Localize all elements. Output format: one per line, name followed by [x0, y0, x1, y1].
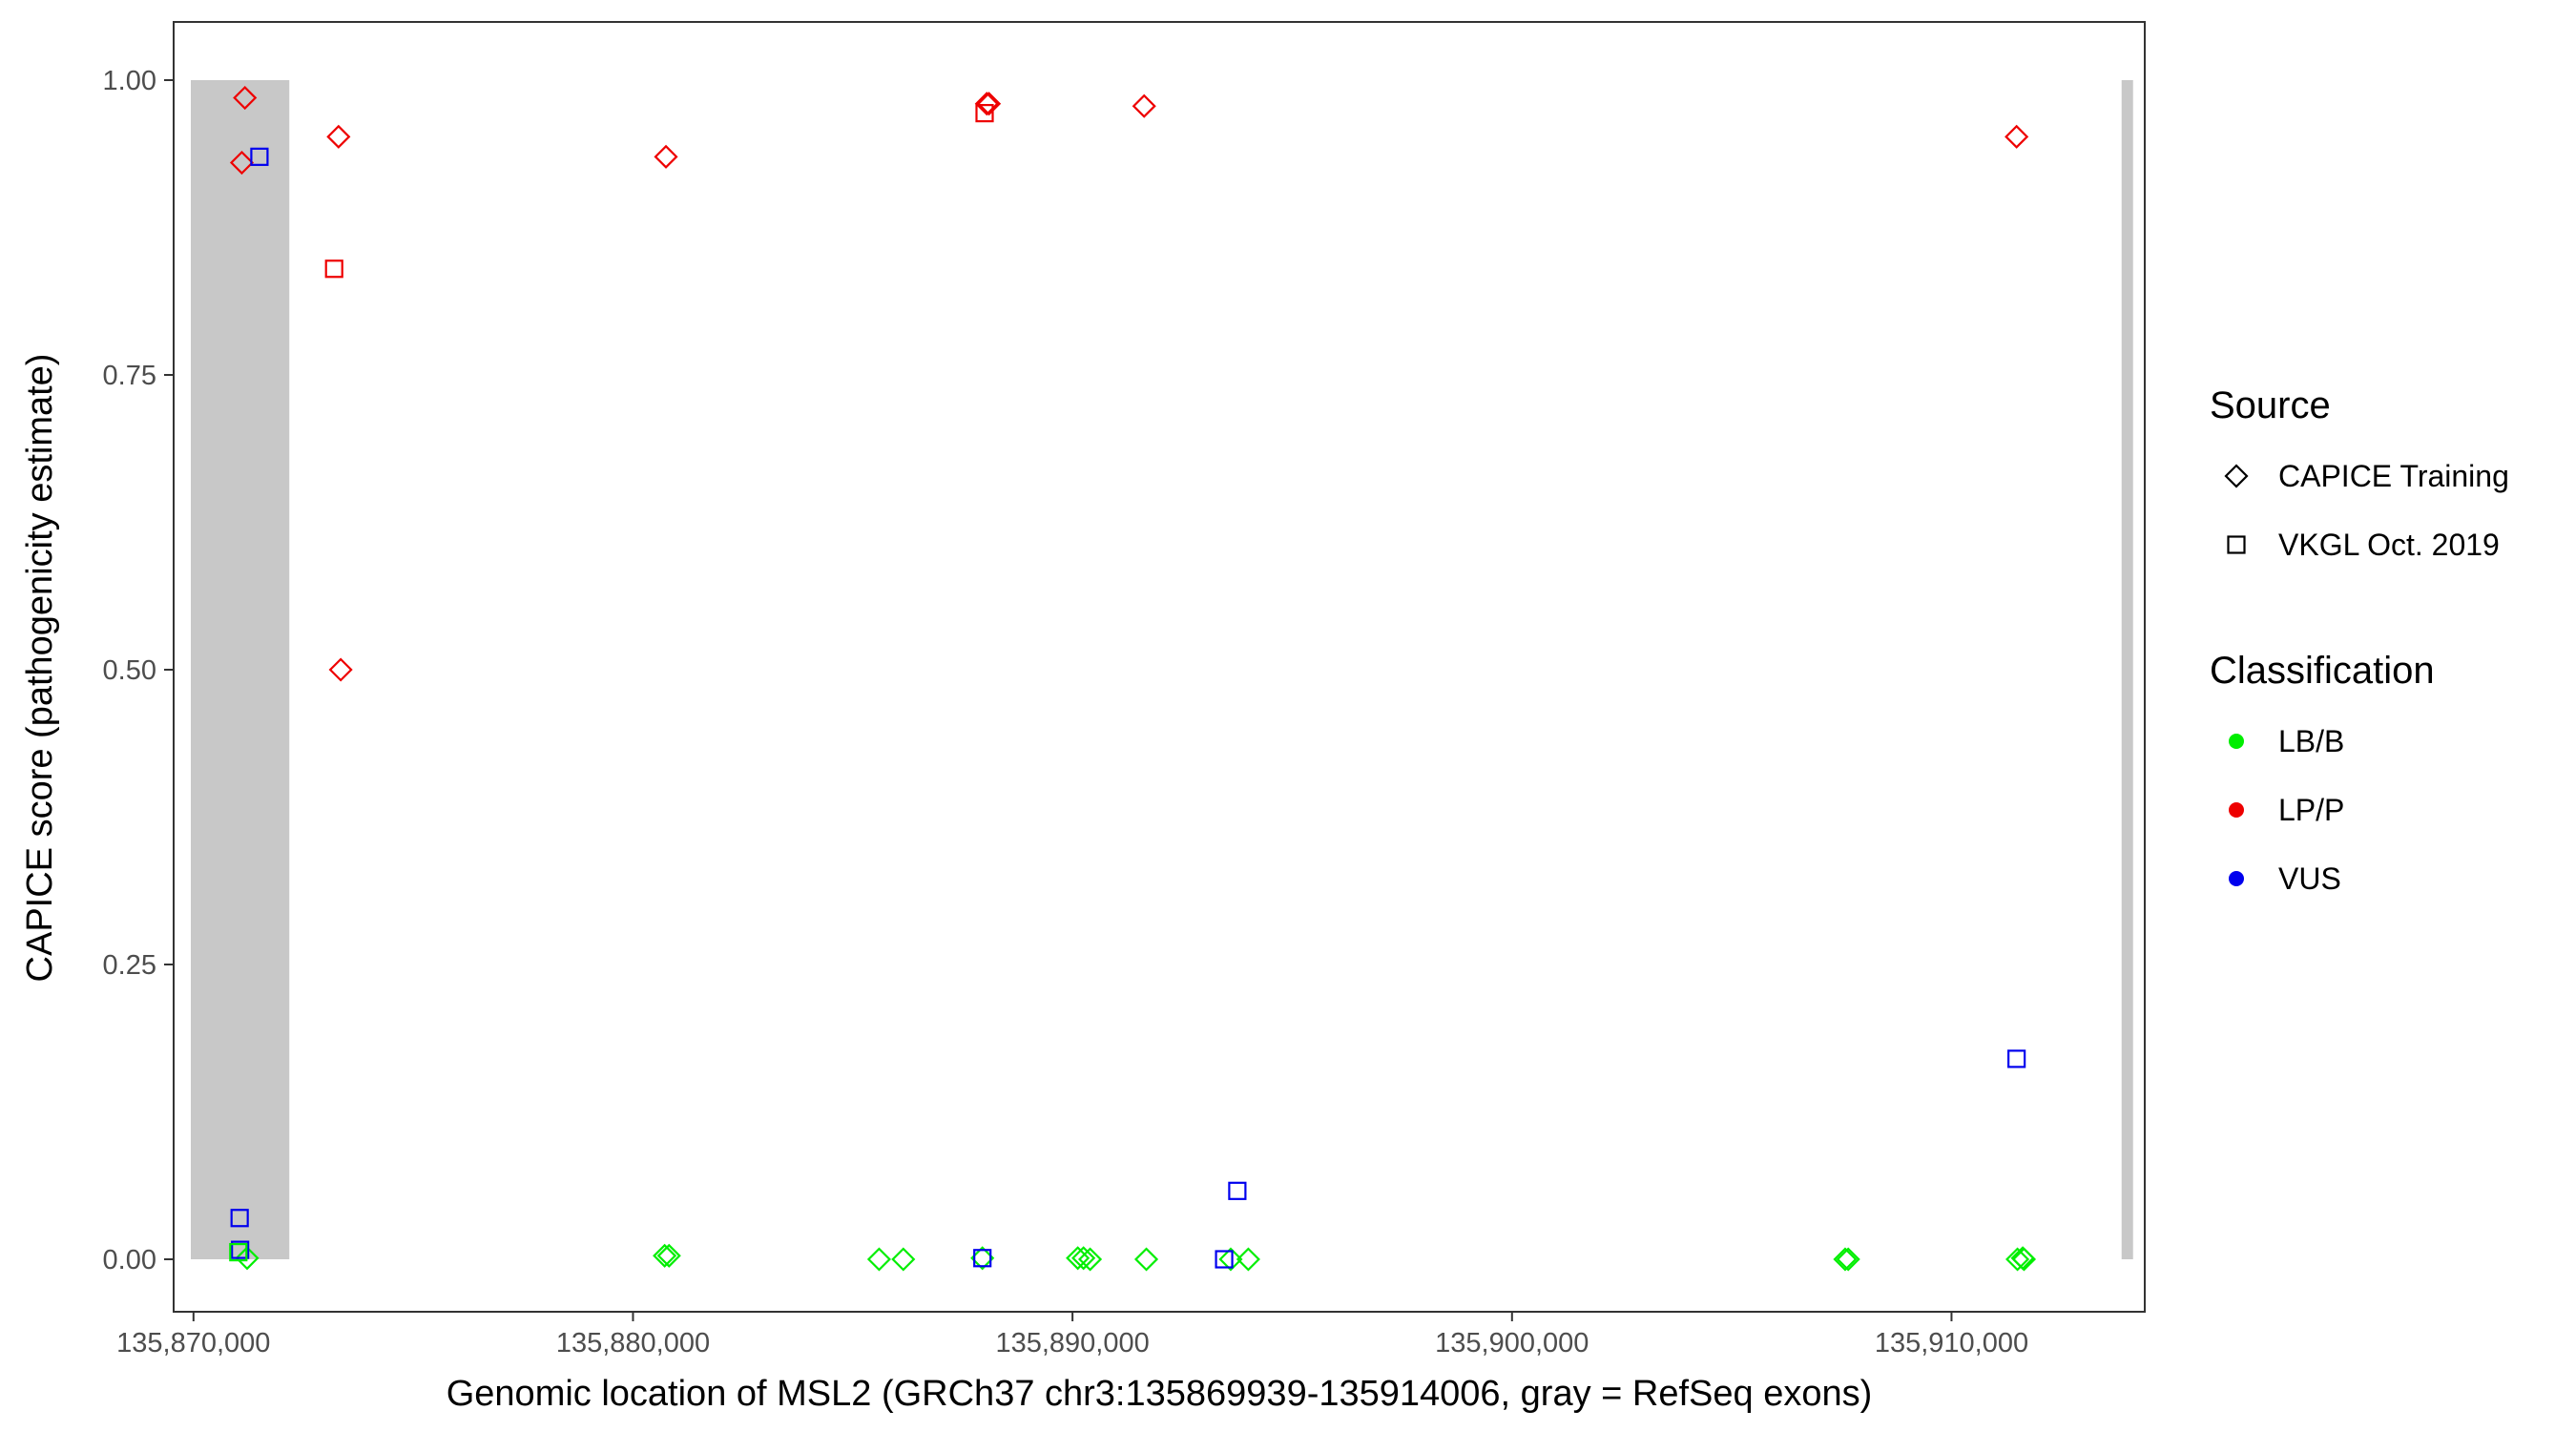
data-point	[653, 1243, 677, 1268]
data-point	[866, 1247, 891, 1272]
legend-key-dot	[2229, 734, 2244, 749]
data-point	[1071, 1246, 1096, 1271]
exon-bands	[191, 80, 2133, 1259]
y-axis: 0.00 0.25 0.50 0.75 1.00	[103, 66, 174, 1275]
data-points	[229, 85, 2037, 1272]
data-point	[328, 657, 353, 682]
x-tick-label: 135,900,000	[1435, 1328, 1589, 1358]
data-point	[1078, 1247, 1103, 1272]
legend-key-dot	[2229, 871, 2244, 886]
plot-panel-border	[173, 21, 2146, 1313]
data-point	[231, 1240, 250, 1259]
data-point	[891, 1247, 916, 1272]
data-point	[1228, 1181, 1247, 1200]
x-axis: 135,870,000 135,880,000 135,890,000 135,900…	[116, 1312, 2028, 1358]
legend-label: VKGL Oct. 2019	[2278, 528, 2500, 562]
data-point	[324, 259, 343, 279]
data-point	[973, 1249, 992, 1268]
y-tick-label: 0.00	[103, 1245, 156, 1275]
x-tick-label: 135,870,000	[116, 1328, 270, 1358]
x-tick-label: 135,890,000	[995, 1328, 1149, 1358]
data-point	[2010, 1246, 2035, 1271]
data-point	[1833, 1247, 1858, 1272]
data-point	[229, 150, 255, 176]
x-tick-label: 135,880,000	[556, 1328, 710, 1358]
data-point	[975, 104, 994, 123]
data-point	[250, 147, 269, 166]
data-point	[2005, 1247, 2030, 1272]
data-point	[974, 92, 999, 116]
legend-key-diamond	[2224, 464, 2249, 488]
legend-label: LB/B	[2278, 724, 2344, 758]
legend-key-square	[2227, 535, 2246, 554]
exon-band-1	[191, 80, 290, 1259]
data-point	[1132, 93, 1156, 118]
legend-title: Source	[2210, 384, 2331, 426]
data-point	[230, 1209, 249, 1228]
data-point	[235, 1246, 260, 1271]
legend-title: Classification	[2210, 650, 2435, 692]
data-point	[1236, 1247, 1260, 1272]
data-point	[233, 85, 258, 111]
y-axis-title: CAPICE score (pathogenicity estimate)	[20, 354, 60, 983]
x-tick-label: 135,910,000	[1875, 1328, 2028, 1358]
data-point	[656, 1243, 681, 1268]
y-tick-label: 1.00	[103, 66, 156, 96]
legend-key-dot	[2229, 802, 2244, 818]
data-point	[977, 92, 1002, 116]
legend: Source CAPICE Training VKGL Oct. 2019 Class…	[2210, 384, 2509, 896]
data-point	[2007, 1049, 2026, 1068]
data-point	[229, 1242, 248, 1262]
y-tick-label: 0.25	[103, 950, 156, 981]
data-point	[1215, 1250, 1234, 1269]
legend-label: LP/P	[2278, 793, 2344, 827]
data-point	[326, 124, 351, 149]
x-axis-title: Genomic location of MSL2 (GRCh37 chr3:13…	[447, 1374, 1873, 1414]
data-point	[970, 1246, 995, 1271]
data-point	[1218, 1247, 1243, 1272]
data-point	[654, 144, 678, 169]
y-tick-label: 0.50	[103, 655, 156, 686]
data-point	[1836, 1247, 1860, 1272]
legend-label: CAPICE Training	[2278, 459, 2509, 493]
legend-label: VUS	[2278, 861, 2341, 896]
data-point	[2005, 124, 2029, 149]
data-point	[1133, 1247, 1159, 1272]
exon-band-2	[2121, 80, 2133, 1259]
y-tick-label: 0.75	[103, 361, 156, 391]
